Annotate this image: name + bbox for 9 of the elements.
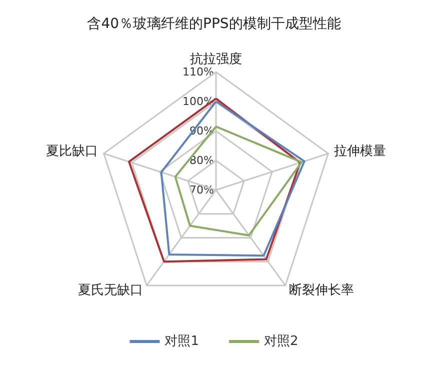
spoke-label: 抗拉强度 — [190, 51, 242, 67]
spoke-label: 断裂伸长率 — [288, 282, 354, 298]
spoke-label: 拉伸模量 — [334, 144, 386, 160]
spoke-label: 夏比缺口 — [46, 144, 98, 160]
y-tick-label: 110% — [182, 66, 214, 78]
legend-label: 对照1 — [164, 334, 200, 349]
legend-label: 对照2 — [264, 334, 298, 349]
spoke-label: 夏氏无缺口 — [78, 282, 144, 298]
chart-title: 含40％玻璃纤维的PPS的模制干成型性能 — [87, 16, 341, 32]
